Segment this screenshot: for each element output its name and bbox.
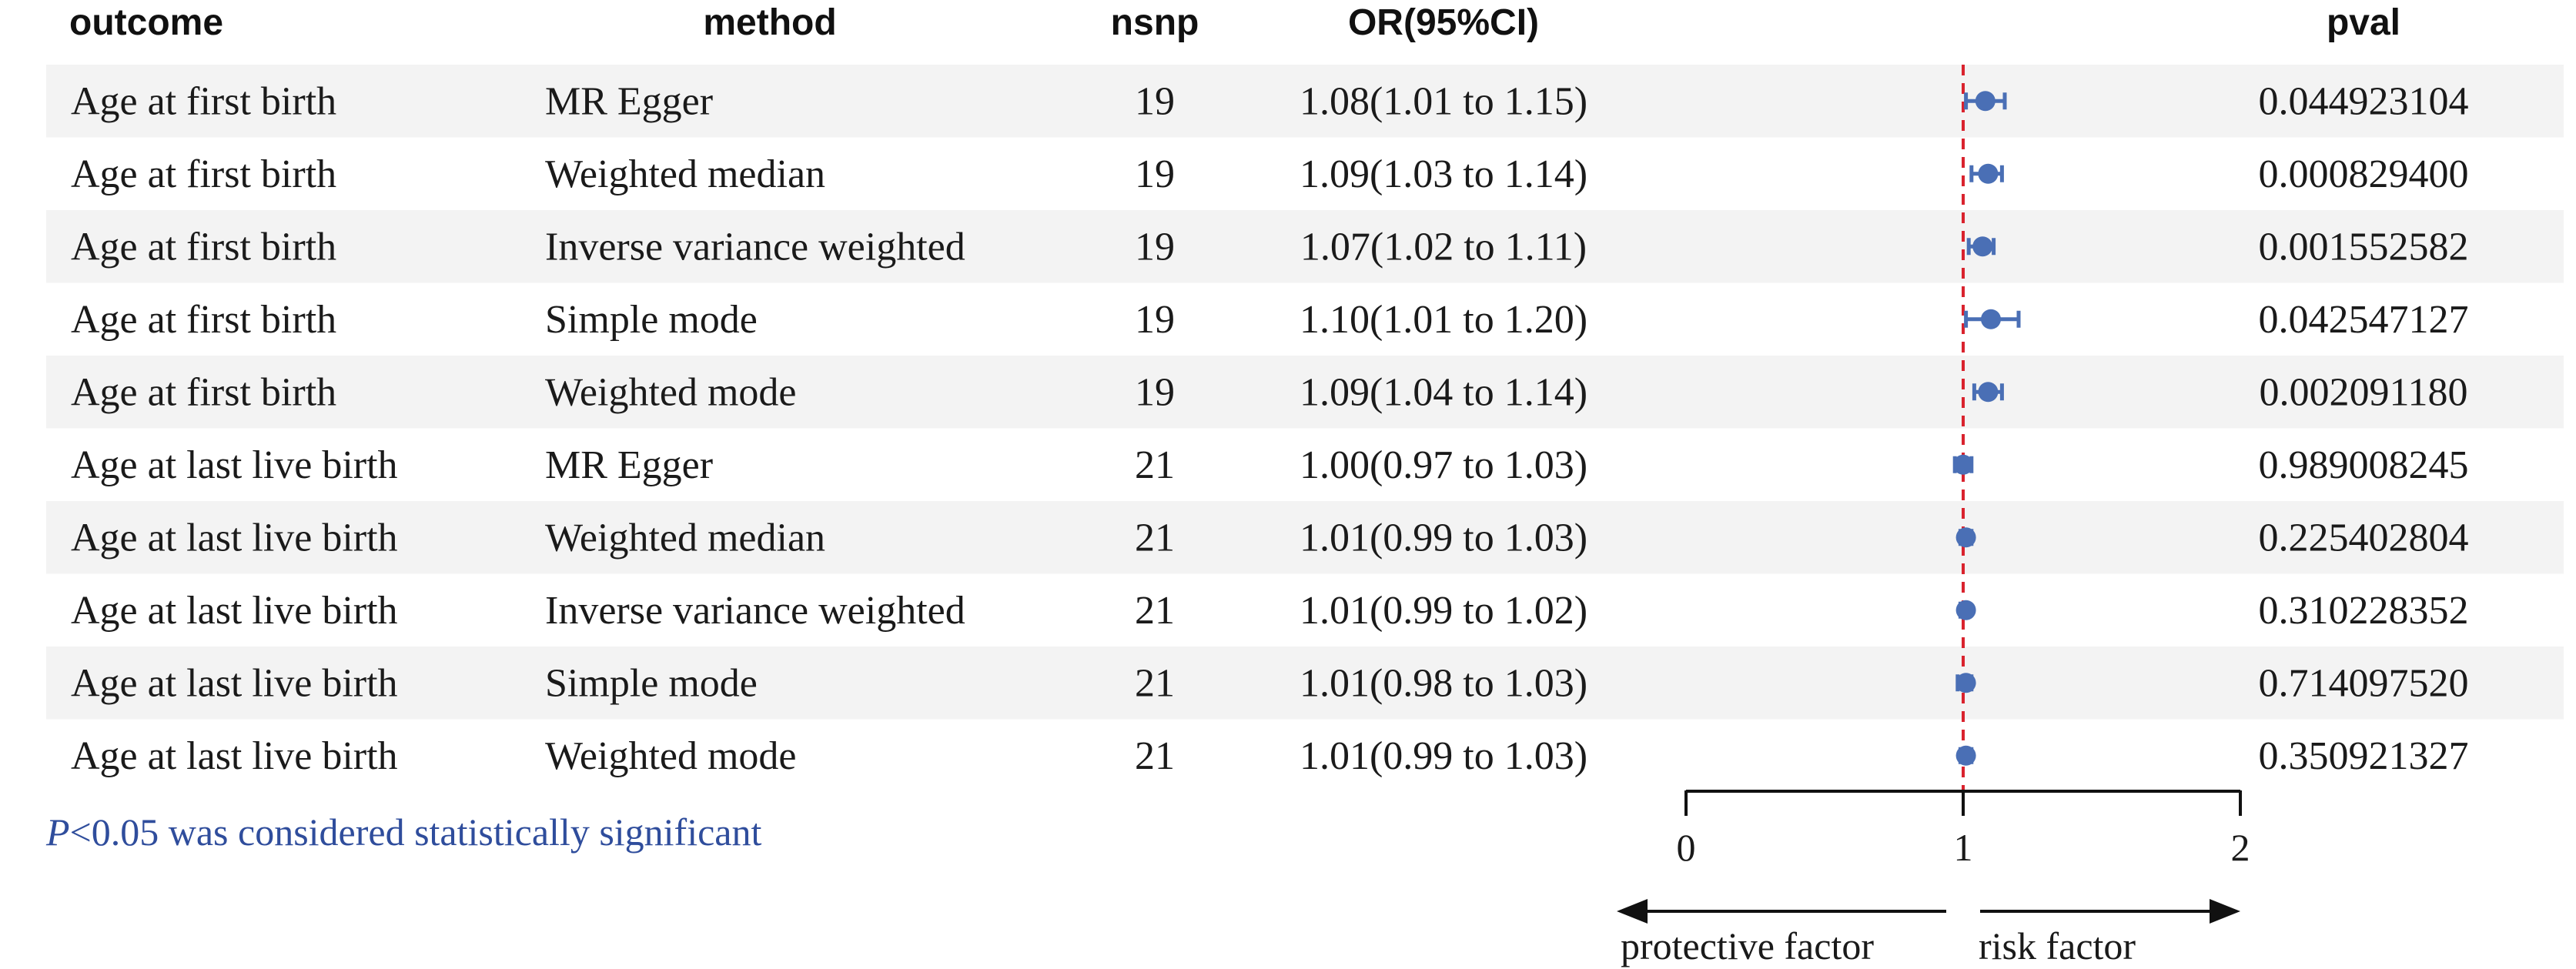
row-stripe [46,647,2564,720]
row-outcome: Age at first birth [71,79,336,123]
row-method: MR Egger [545,443,713,487]
row-nsnp: 21 [1135,443,1175,487]
header-method: method [703,2,836,43]
p-symbol: P [45,810,70,854]
row-or-ci: 1.10(1.01 to 1.20) [1300,298,1587,342]
row-pval: 0.350921327 [2259,734,2469,778]
x-tick-label: 2 [2231,826,2250,869]
table-row: Age at last live birth Inverse variance w… [71,589,2469,633]
row-or-ci: 1.00(0.97 to 1.03) [1300,443,1587,487]
row-outcome: Age at last live birth [71,589,398,633]
header-nsnp: nsnp [1111,2,1199,43]
table-row: Age at first birth Weighted mode 19 1.09(1.… [71,370,2468,414]
row-nsnp: 21 [1135,734,1175,778]
header-or-ci: OR(95%CI) [1348,2,1539,43]
row-pval: 0.001552582 [2259,225,2469,269]
forest-plot-area: 0 1 2 protective factor risk factor [1617,65,2250,967]
row-pval: 0.225402804 [2259,516,2469,560]
row-nsnp: 19 [1135,370,1175,414]
column-headers: outcome method nsnp OR(95%CI) pval [69,2,2400,43]
row-pval: 0.042547127 [2259,298,2469,342]
point-estimate [1955,673,1976,693]
table-row: Age at last live birth MR Egger 21 1.00(0.9… [71,443,2469,487]
header-pval: pval [2327,2,2400,43]
row-stripes [46,65,2564,720]
row-or-ci: 1.09(1.04 to 1.14) [1300,370,1587,414]
row-nsnp: 19 [1135,79,1175,123]
row-stripe [46,210,2564,283]
protective-factor-label: protective factor [1621,924,1874,967]
row-outcome: Age at first birth [71,152,336,196]
row-outcome: Age at last live birth [71,443,398,487]
row-or-ci: 1.01(0.99 to 1.02) [1300,589,1587,633]
row-pval: 0.310228352 [2259,589,2469,633]
table-row: Age at last live birth Weighted mode 21 1.0… [71,734,2469,778]
significance-note: P<0.05 was considered statistically sign… [45,810,761,854]
table-row: Age at first birth Simple mode 19 1.10(1.01… [71,298,2469,342]
row-or-ci: 1.09(1.03 to 1.14) [1300,152,1587,196]
x-tick-label: 0 [1677,826,1696,869]
table-row: Age at first birth Inverse variance weigh… [71,225,2469,269]
row-outcome: Age at last live birth [71,516,398,560]
point-estimate [1955,600,1976,620]
row-nsnp: 19 [1135,225,1175,269]
row-nsnp: 19 [1135,152,1175,196]
x-tick-label: 1 [1954,826,1973,869]
row-outcome: Age at first birth [71,225,336,269]
table-row: Age at first birth MR Egger 19 1.08(1.01 to… [71,79,2469,123]
row-or-ci: 1.08(1.01 to 1.15) [1300,79,1587,123]
row-stripe [46,501,2564,574]
risk-arrow-head [2210,899,2240,924]
point-estimate [1953,454,1973,475]
table-row: Age at last live birth Simple mode 21 1.01(… [71,661,2469,705]
row-nsnp: 21 [1135,661,1175,705]
note-text: <0.05 was considered statistically signi… [70,810,762,854]
point-estimate [1978,163,1999,184]
row-pval: 0.714097520 [2259,661,2469,705]
protective-arrow-head [1617,899,1648,924]
row-nsnp: 21 [1135,516,1175,560]
row-outcome: Age at last live birth [71,661,398,705]
point-estimate [1972,236,1993,257]
point-estimate [1955,745,1976,766]
risk-factor-label: risk factor [1979,924,2136,967]
row-nsnp: 19 [1135,298,1175,342]
point-estimate [1981,309,2001,329]
row-pval: 0.044923104 [2259,79,2469,123]
row-method: Weighted mode [545,734,797,778]
table-row: Age at first birth Weighted median 19 1.09(… [71,152,2469,196]
row-pval: 0.002091180 [2259,370,2467,414]
row-method: Weighted median [545,152,825,196]
point-estimate [1955,527,1976,548]
row-nsnp: 21 [1135,589,1175,633]
point-estimate [1975,91,1996,112]
row-or-ci: 1.01(0.99 to 1.03) [1300,734,1587,778]
row-or-ci: 1.01(0.98 to 1.03) [1300,661,1587,705]
row-stripe [46,65,2564,138]
row-method: Inverse variance weighted [545,225,965,269]
row-method: MR Egger [545,79,713,123]
table-rows: Age at first birth MR Egger 19 1.08(1.01 to… [71,79,2469,778]
row-outcome: Age at last live birth [71,734,398,778]
row-pval: 0.989008245 [2259,443,2469,487]
row-stripe [46,356,2564,429]
row-method: Weighted mode [545,370,797,414]
row-outcome: Age at first birth [71,370,336,414]
row-method: Inverse variance weighted [545,589,965,633]
row-method: Weighted median [545,516,825,560]
point-estimate [1978,382,1999,403]
row-outcome: Age at first birth [71,298,336,342]
row-method: Simple mode [545,298,758,342]
row-pval: 0.000829400 [2259,152,2469,196]
row-method: Simple mode [545,661,758,705]
row-or-ci: 1.01(0.99 to 1.03) [1300,516,1587,560]
table-row: Age at last live birth Weighted median 21 1… [71,516,2469,560]
row-or-ci: 1.07(1.02 to 1.11) [1300,225,1587,269]
header-outcome: outcome [69,2,223,43]
